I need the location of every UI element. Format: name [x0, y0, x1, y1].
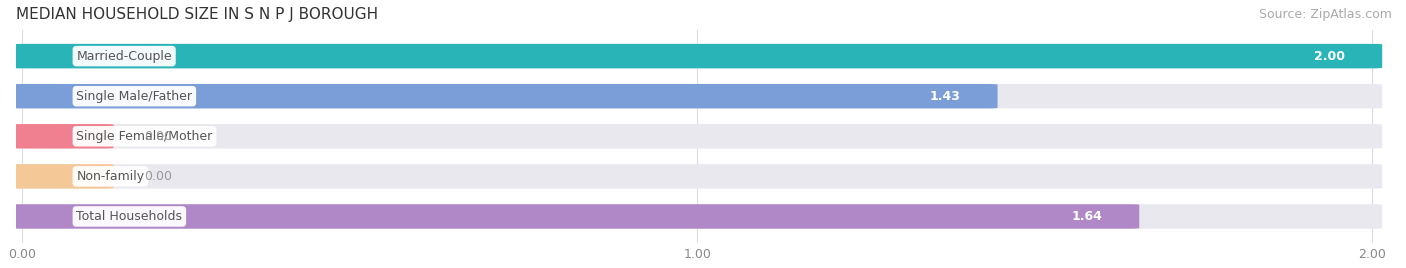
FancyBboxPatch shape	[13, 124, 1382, 148]
FancyBboxPatch shape	[13, 44, 1382, 68]
FancyBboxPatch shape	[13, 164, 114, 189]
Text: 0.00: 0.00	[143, 130, 172, 143]
Text: Total Households: Total Households	[76, 210, 183, 223]
Text: MEDIAN HOUSEHOLD SIZE IN S N P J BOROUGH: MEDIAN HOUSEHOLD SIZE IN S N P J BOROUGH	[15, 7, 378, 22]
Text: 2.00: 2.00	[1315, 50, 1346, 63]
Text: Source: ZipAtlas.com: Source: ZipAtlas.com	[1258, 8, 1392, 21]
FancyBboxPatch shape	[13, 204, 1382, 229]
Text: Married-Couple: Married-Couple	[76, 50, 172, 63]
FancyBboxPatch shape	[13, 204, 1139, 229]
Text: Single Male/Father: Single Male/Father	[76, 90, 193, 103]
FancyBboxPatch shape	[13, 124, 114, 148]
FancyBboxPatch shape	[13, 84, 1382, 109]
Text: Single Female/Mother: Single Female/Mother	[76, 130, 212, 143]
FancyBboxPatch shape	[13, 164, 1382, 189]
Text: 1.64: 1.64	[1071, 210, 1102, 223]
Text: Non-family: Non-family	[76, 170, 145, 183]
Text: 0.00: 0.00	[143, 170, 172, 183]
FancyBboxPatch shape	[13, 44, 1382, 68]
FancyBboxPatch shape	[13, 84, 997, 109]
Text: 1.43: 1.43	[929, 90, 960, 103]
